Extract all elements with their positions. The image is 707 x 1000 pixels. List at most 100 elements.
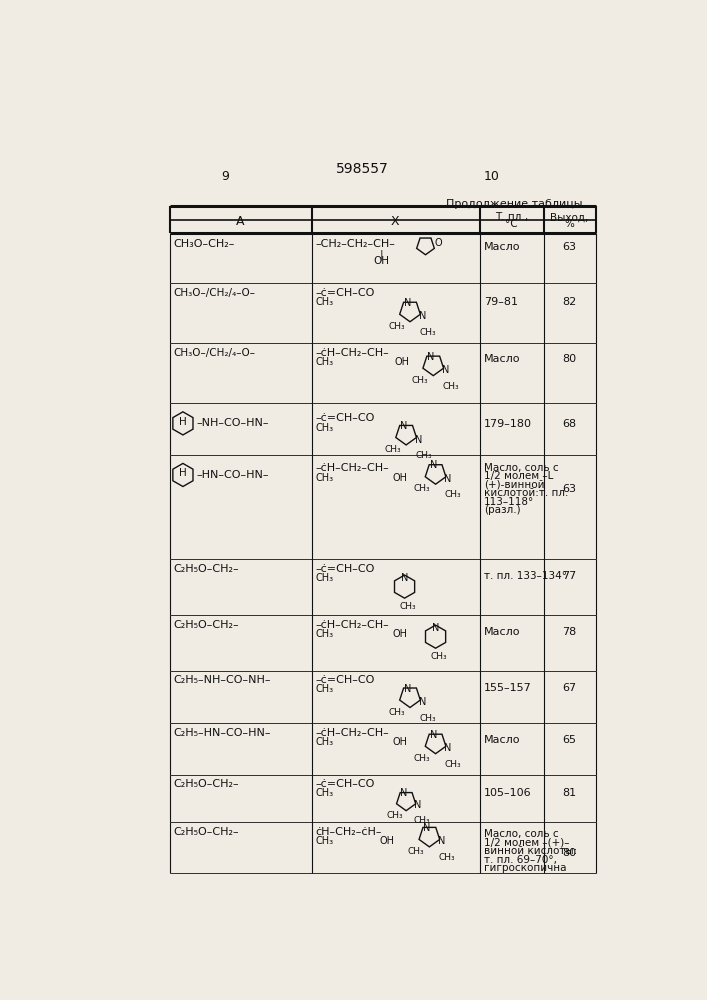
Text: –ċ=CH–CO: –ċ=CH–CO	[315, 675, 375, 685]
Text: CH₃O–CH₂–: CH₃O–CH₂–	[174, 239, 235, 249]
Text: N: N	[444, 743, 452, 753]
Text: N: N	[423, 823, 431, 833]
Text: кислотой:т. пл.: кислотой:т. пл.	[484, 488, 568, 498]
Text: °С: °С	[506, 219, 518, 229]
Text: 78: 78	[563, 627, 577, 637]
Text: Масло, соль с: Масло, соль с	[484, 463, 559, 473]
Text: CH₃: CH₃	[315, 573, 334, 583]
Text: ċH–CH₂–ċH–: ċH–CH₂–ċH–	[315, 827, 382, 837]
Text: 63: 63	[563, 484, 577, 494]
Text: –ċ=CH–CO: –ċ=CH–CO	[315, 779, 375, 789]
Text: |: |	[380, 249, 383, 260]
Text: Масло: Масло	[484, 627, 520, 637]
Text: 77: 77	[563, 571, 577, 581]
Text: 68: 68	[563, 419, 577, 429]
Text: –ċ=CH–CO: –ċ=CH–CO	[315, 288, 375, 298]
Text: N: N	[414, 435, 422, 445]
Text: 113–118°: 113–118°	[484, 497, 534, 507]
Text: 67: 67	[563, 683, 577, 693]
Text: CH₃: CH₃	[315, 423, 334, 433]
Text: X: X	[391, 215, 399, 228]
Text: 155–157: 155–157	[484, 683, 532, 693]
Text: т. пл. 69–70°,: т. пл. 69–70°,	[484, 855, 556, 865]
Text: гигроскопична: гигроскопична	[484, 863, 566, 873]
Text: 80: 80	[563, 848, 577, 858]
Text: N: N	[419, 697, 426, 707]
Text: N: N	[438, 836, 445, 846]
Text: –ċ=CH–CO: –ċ=CH–CO	[315, 413, 375, 423]
Text: А: А	[236, 215, 245, 228]
Text: (+)-винной: (+)-винной	[484, 480, 544, 490]
Text: –NH–CO–HN–: –NH–CO–HN–	[197, 418, 269, 428]
Text: N: N	[427, 352, 435, 362]
Text: 598557: 598557	[337, 162, 389, 176]
Text: C₂H₅O–CH₂–: C₂H₅O–CH₂–	[174, 620, 239, 630]
Text: CH₃: CH₃	[438, 853, 455, 862]
Text: –ċH–CH₂–CH–: –ċH–CH₂–CH–	[315, 463, 389, 473]
Text: CH₃: CH₃	[414, 484, 431, 493]
Text: N: N	[430, 730, 437, 740]
Text: CH₃: CH₃	[315, 788, 334, 798]
Text: C₂H₅O–CH₂–: C₂H₅O–CH₂–	[174, 827, 239, 837]
Text: N: N	[430, 460, 437, 470]
Text: 179–180: 179–180	[484, 419, 532, 429]
Text: т. пл. 133–134°: т. пл. 133–134°	[484, 571, 566, 581]
Text: N: N	[442, 365, 449, 375]
Text: 81: 81	[563, 788, 577, 798]
Text: –ċH–CH₂–CH–: –ċH–CH₂–CH–	[315, 728, 389, 738]
Text: Т. пл.,: Т. пл.,	[495, 212, 528, 222]
Text: CH₃: CH₃	[315, 737, 334, 747]
Text: винной кислоты:: винной кислоты:	[484, 846, 577, 856]
Text: OH: OH	[373, 256, 390, 266]
Text: Масло: Масло	[484, 242, 520, 252]
Text: N: N	[404, 684, 411, 694]
Text: 79–81: 79–81	[484, 297, 518, 307]
Text: OH: OH	[395, 357, 409, 367]
Text: (разл.): (разл.)	[484, 505, 520, 515]
Text: CH₃: CH₃	[315, 357, 334, 367]
Text: Выход,: Выход,	[551, 212, 589, 222]
Text: N: N	[444, 474, 452, 484]
Text: CH₃: CH₃	[419, 714, 436, 723]
Text: N: N	[401, 573, 408, 583]
Text: CH₃: CH₃	[408, 847, 424, 856]
Text: CH₃O–/CH₂/₄–O–: CH₃O–/CH₂/₄–O–	[174, 288, 256, 298]
Text: Масло, соль с: Масло, соль с	[484, 829, 559, 839]
Text: CH₃: CH₃	[388, 322, 405, 331]
Text: N: N	[404, 298, 411, 308]
Text: N: N	[432, 623, 439, 633]
Text: Масло: Масло	[484, 735, 520, 745]
Text: 63: 63	[563, 242, 577, 252]
Text: CH₃: CH₃	[315, 836, 334, 846]
Text: CH₃: CH₃	[445, 490, 462, 499]
Text: CH₃: CH₃	[315, 629, 334, 639]
Text: H: H	[179, 417, 187, 427]
Text: C₂H₅O–CH₂–: C₂H₅O–CH₂–	[174, 779, 239, 789]
Text: Масло: Масло	[484, 354, 520, 364]
Text: CH₃: CH₃	[445, 760, 462, 769]
Text: CH₃: CH₃	[416, 451, 432, 460]
Text: Продолжение таблицы: Продолжение таблицы	[446, 199, 583, 209]
Text: CH₃: CH₃	[385, 445, 401, 454]
Text: CH₃: CH₃	[414, 754, 431, 763]
Text: –HN–CO–HN–: –HN–CO–HN–	[197, 470, 269, 480]
Text: 82: 82	[563, 297, 577, 307]
Text: C₂H₅O–CH₂–: C₂H₅O–CH₂–	[174, 564, 239, 574]
Text: 10: 10	[484, 170, 499, 183]
Text: O: O	[434, 238, 442, 248]
Text: CH₃: CH₃	[431, 652, 448, 661]
Text: C₂H₅–NH–CO–NH–: C₂H₅–NH–CO–NH–	[174, 675, 271, 685]
Text: N: N	[414, 800, 421, 810]
Text: 1/2 молем –(+)–: 1/2 молем –(+)–	[484, 838, 569, 848]
Text: –ċH–CH₂–CH–: –ċH–CH₂–CH–	[315, 348, 389, 358]
Text: 80: 80	[563, 354, 577, 364]
Text: –ċH–CH₂–CH–: –ċH–CH₂–CH–	[315, 620, 389, 630]
Text: CH₃: CH₃	[419, 328, 436, 337]
Text: CH₃: CH₃	[315, 473, 334, 483]
Text: %: %	[565, 219, 575, 229]
Text: OH: OH	[393, 737, 408, 747]
Text: N: N	[400, 421, 407, 431]
Text: –ċ=CH–CO: –ċ=CH–CO	[315, 564, 375, 574]
Text: –CH₂–CH₂–CH–: –CH₂–CH₂–CH–	[315, 239, 395, 249]
Text: CH₃: CH₃	[411, 376, 428, 385]
